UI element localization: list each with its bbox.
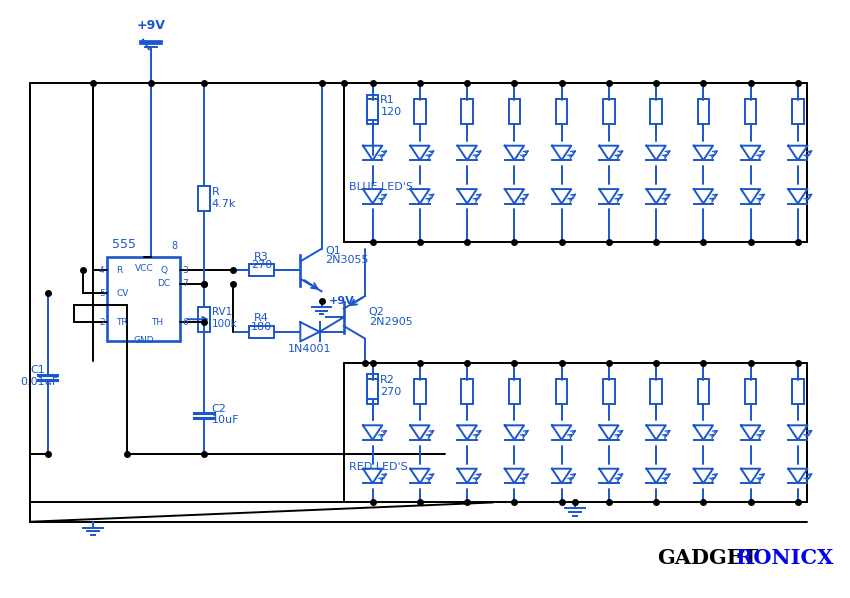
Text: CV: CV — [116, 289, 128, 298]
Text: R1: R1 — [380, 95, 395, 105]
Bar — [556, 379, 568, 404]
Bar — [650, 99, 662, 124]
Bar — [745, 379, 756, 404]
Bar — [650, 379, 662, 404]
Bar — [198, 307, 210, 332]
Bar — [414, 99, 426, 124]
Text: R: R — [116, 266, 122, 274]
Bar — [604, 379, 615, 404]
Text: +9V: +9V — [329, 296, 355, 306]
Bar — [367, 379, 378, 404]
Text: 2N3055: 2N3055 — [326, 255, 369, 266]
Bar — [792, 379, 803, 404]
Text: C1: C1 — [31, 365, 45, 376]
Text: 100k: 100k — [212, 319, 237, 329]
Bar — [698, 99, 709, 124]
Text: DC: DC — [157, 279, 170, 288]
Text: 555: 555 — [112, 238, 136, 251]
Bar — [745, 99, 756, 124]
Bar — [792, 99, 803, 124]
Bar — [249, 326, 275, 337]
Text: 7: 7 — [183, 279, 189, 288]
Bar — [604, 99, 615, 124]
Bar — [508, 99, 520, 124]
Text: TR: TR — [116, 318, 127, 327]
Text: R3: R3 — [254, 252, 269, 261]
Text: RV1: RV1 — [212, 307, 232, 318]
Bar — [556, 99, 568, 124]
Bar — [367, 94, 378, 120]
Text: 0.01uF: 0.01uF — [20, 377, 59, 387]
Text: C2: C2 — [212, 404, 226, 414]
Text: +9V: +9V — [136, 19, 165, 32]
Text: Q2: Q2 — [369, 307, 385, 318]
Text: GADGET: GADGET — [657, 548, 758, 568]
Bar — [462, 379, 473, 404]
Text: 8: 8 — [172, 241, 178, 251]
Text: Q: Q — [161, 266, 167, 274]
Text: 5: 5 — [99, 289, 105, 298]
Text: 180: 180 — [251, 322, 272, 332]
Text: TH: TH — [151, 318, 163, 327]
Bar — [462, 99, 473, 124]
Text: 3: 3 — [183, 266, 189, 274]
Bar — [107, 257, 179, 341]
Text: RONICX: RONICX — [736, 548, 834, 568]
Text: R4: R4 — [254, 313, 269, 324]
Text: GND: GND — [133, 335, 155, 344]
Text: RED LED'S: RED LED'S — [348, 462, 407, 472]
Text: R: R — [212, 187, 219, 197]
Bar — [367, 374, 378, 399]
Text: R2: R2 — [380, 375, 395, 385]
Text: 2: 2 — [99, 318, 105, 327]
Text: 10uF: 10uF — [212, 416, 239, 426]
Bar — [508, 379, 520, 404]
Text: 6: 6 — [183, 318, 189, 327]
Bar — [249, 264, 275, 276]
Bar — [198, 186, 210, 211]
Text: 270: 270 — [251, 260, 272, 270]
Bar — [698, 379, 709, 404]
Bar — [367, 99, 378, 124]
Text: 1N4001: 1N4001 — [288, 344, 332, 354]
Text: 270: 270 — [380, 386, 401, 396]
Text: 2N2905: 2N2905 — [369, 317, 412, 327]
Text: Q1: Q1 — [326, 246, 341, 256]
Text: BLUE LED'S: BLUE LED'S — [348, 182, 412, 192]
Text: VCC: VCC — [135, 264, 153, 273]
Text: 120: 120 — [380, 107, 401, 117]
Bar — [414, 379, 426, 404]
Text: 4.7k: 4.7k — [212, 199, 236, 209]
Text: 4: 4 — [99, 266, 105, 274]
